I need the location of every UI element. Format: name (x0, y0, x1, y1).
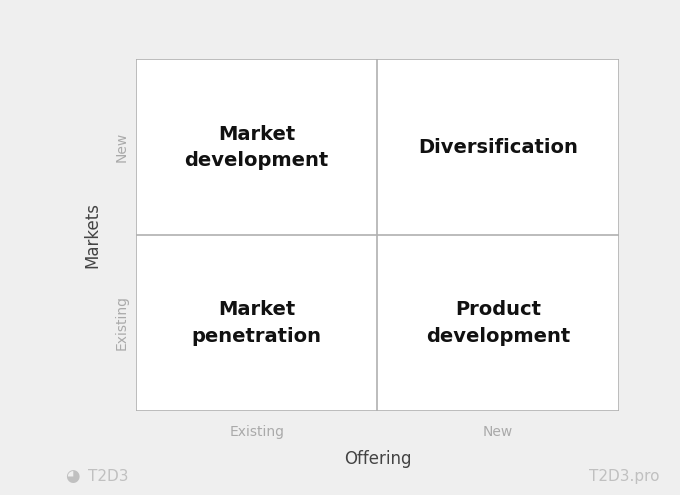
Text: T2D3.pro: T2D3.pro (589, 469, 660, 484)
Text: Markets: Markets (84, 202, 101, 268)
Text: New: New (483, 425, 513, 439)
Text: Offering: Offering (343, 449, 411, 467)
Text: Existing: Existing (114, 296, 129, 350)
Text: ◕: ◕ (65, 467, 79, 485)
Text: Market
development: Market development (184, 125, 329, 170)
Text: Existing: Existing (229, 425, 284, 439)
Text: New: New (114, 132, 129, 162)
Text: T2D3: T2D3 (88, 469, 129, 484)
Text: Diversification: Diversification (418, 138, 578, 157)
Text: Product
development: Product development (426, 300, 571, 346)
Text: Market
penetration: Market penetration (192, 300, 322, 346)
